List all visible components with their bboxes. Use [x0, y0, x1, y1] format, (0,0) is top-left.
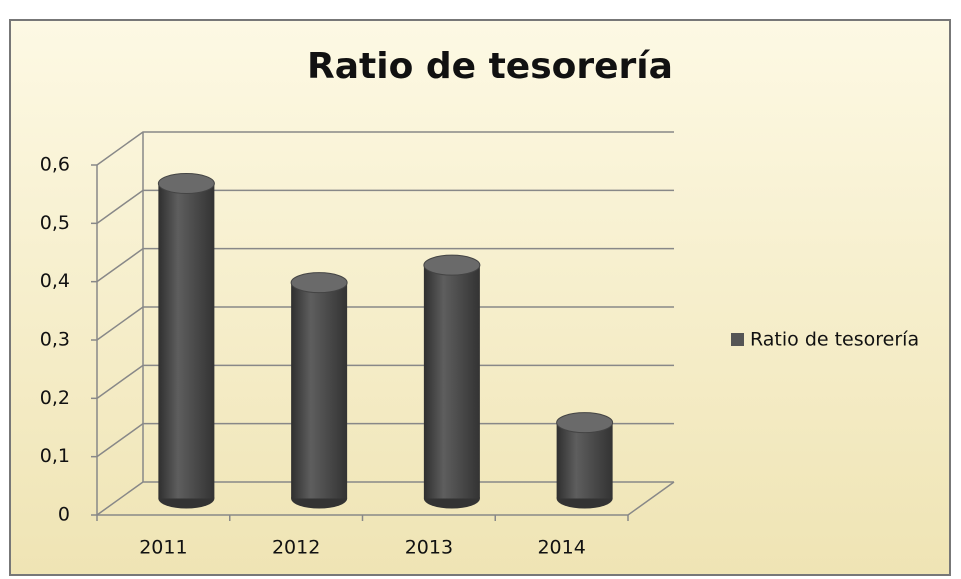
- cylinder-top: [290, 272, 348, 294]
- grid-line: [96, 364, 674, 399]
- legend-label: Ratio de tesorería: [750, 329, 919, 351]
- y-tick-label: 0,1: [40, 445, 70, 467]
- legend-swatch: [731, 333, 744, 346]
- y-tick-label: 0,4: [40, 270, 70, 292]
- y-tick-label: 0,6: [40, 154, 70, 176]
- y-tick-label: 0,2: [40, 387, 70, 409]
- bar: [556, 422, 613, 499]
- x-tick-label: 2014: [537, 537, 585, 559]
- bar: [291, 282, 348, 499]
- grid-line: [96, 189, 674, 224]
- bar: [158, 183, 215, 499]
- grid-line: [96, 247, 674, 283]
- cylinder-top: [157, 173, 215, 194]
- chart-title: Ratio de tesorería: [307, 46, 673, 87]
- y-tick-label: 0,3: [40, 329, 70, 351]
- x-tick-label: 2011: [139, 537, 187, 559]
- cylinder-top: [556, 412, 614, 434]
- x-tick-label: 2013: [405, 537, 453, 559]
- grid-line: [96, 481, 674, 516]
- grid-line: [96, 422, 674, 458]
- x-tick-label: 2012: [272, 537, 320, 559]
- bar: [423, 265, 480, 499]
- cylinder-top: [423, 254, 481, 276]
- y-tick-label: 0,5: [40, 212, 70, 234]
- chart-area: [9, 19, 951, 576]
- grid-line: [96, 131, 674, 166]
- grid-line: [96, 306, 674, 341]
- y-tick-label: 0: [58, 504, 70, 526]
